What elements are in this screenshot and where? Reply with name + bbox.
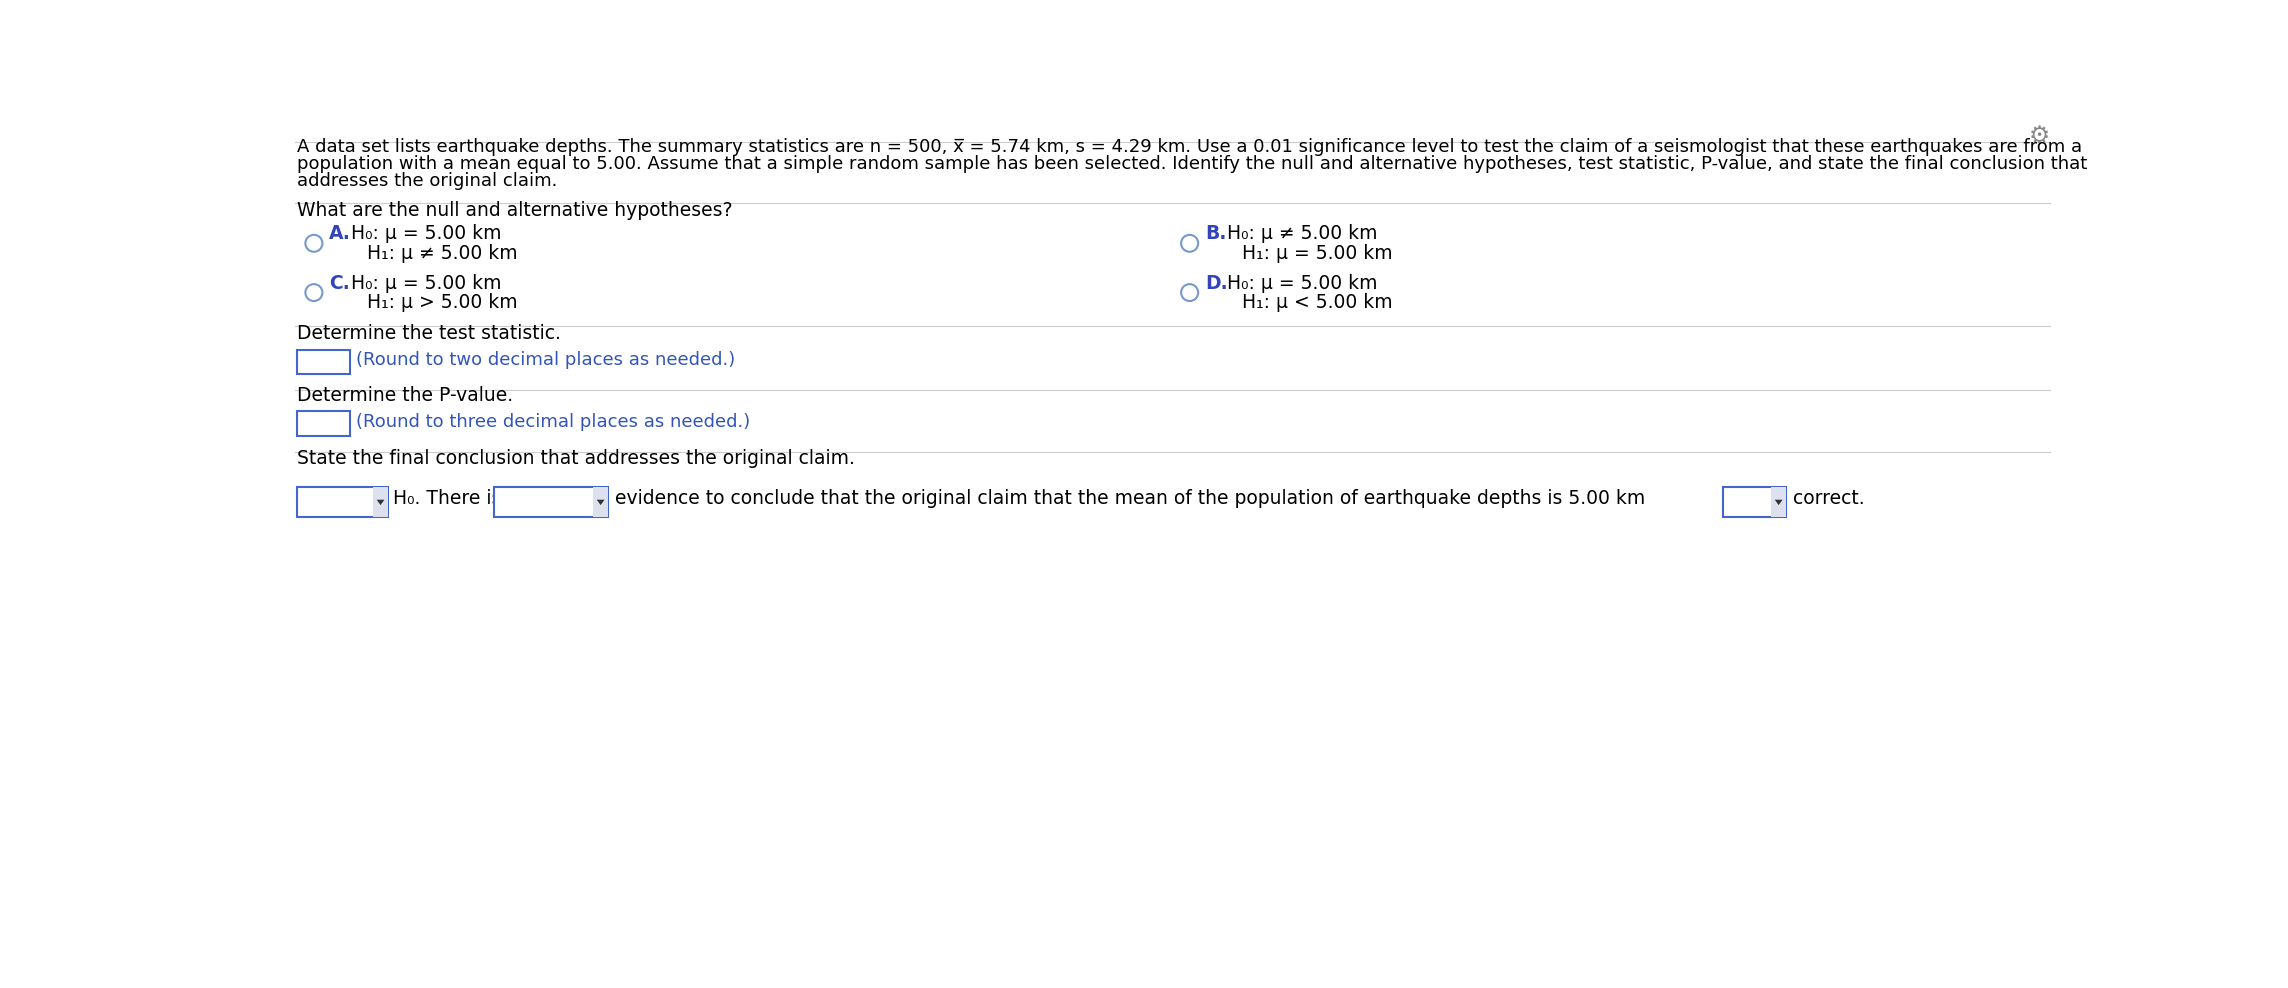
Text: (Round to three decimal places as needed.): (Round to three decimal places as needed…: [355, 413, 750, 431]
Text: (Round to two decimal places as needed.): (Round to two decimal places as needed.): [355, 352, 734, 370]
Polygon shape: [597, 500, 604, 505]
Bar: [297, 350, 350, 374]
Bar: [373, 487, 389, 517]
Text: What are the null and alternative hypotheses?: What are the null and alternative hypoth…: [297, 201, 732, 219]
Text: H₀: μ ≠ 5.00 km: H₀: μ ≠ 5.00 km: [1226, 224, 1377, 243]
Text: H₀: μ = 5.00 km: H₀: μ = 5.00 km: [1226, 274, 1377, 292]
Bar: [1771, 487, 1787, 517]
Text: State the final conclusion that addresses the original claim.: State the final conclusion that addresse…: [297, 449, 856, 467]
Text: H₁: μ < 5.00 km: H₁: μ < 5.00 km: [1242, 293, 1393, 312]
Polygon shape: [378, 500, 384, 505]
Bar: [1723, 487, 1787, 517]
Text: H₁: μ > 5.00 km: H₁: μ > 5.00 km: [366, 293, 517, 312]
Text: Determine the P-value.: Determine the P-value.: [297, 386, 513, 405]
Text: population with a mean equal to 5.00. Assume that a simple random sample has bee: population with a mean equal to 5.00. As…: [297, 155, 2087, 173]
Text: H₁: μ = 5.00 km: H₁: μ = 5.00 km: [1242, 244, 1393, 263]
Text: H₀. There is: H₀. There is: [394, 489, 501, 509]
Bar: [297, 487, 389, 517]
Bar: [593, 487, 609, 517]
Text: evidence to conclude that the original claim that the mean of the population of : evidence to conclude that the original c…: [615, 489, 1645, 509]
Text: ⚙: ⚙: [2029, 124, 2050, 149]
Text: H₁: μ ≠ 5.00 km: H₁: μ ≠ 5.00 km: [366, 244, 517, 263]
Text: addresses the original claim.: addresses the original claim.: [297, 172, 558, 191]
Polygon shape: [1775, 500, 1782, 505]
Text: B.: B.: [1206, 224, 1226, 243]
Bar: [494, 487, 609, 517]
Text: H₀: μ = 5.00 km: H₀: μ = 5.00 km: [350, 224, 501, 243]
Bar: [297, 411, 350, 436]
Text: C.: C.: [329, 274, 350, 292]
Text: D.: D.: [1206, 274, 1229, 292]
Text: correct.: correct.: [1792, 489, 1865, 509]
Text: Determine the test statistic.: Determine the test statistic.: [297, 324, 561, 343]
Text: H₀: μ = 5.00 km: H₀: μ = 5.00 km: [350, 274, 501, 292]
Text: A.: A.: [329, 224, 352, 243]
Text: A data set lists earthquake depths. The summary statistics are n = 500, x̅ = 5.7: A data set lists earthquake depths. The …: [297, 138, 2082, 156]
